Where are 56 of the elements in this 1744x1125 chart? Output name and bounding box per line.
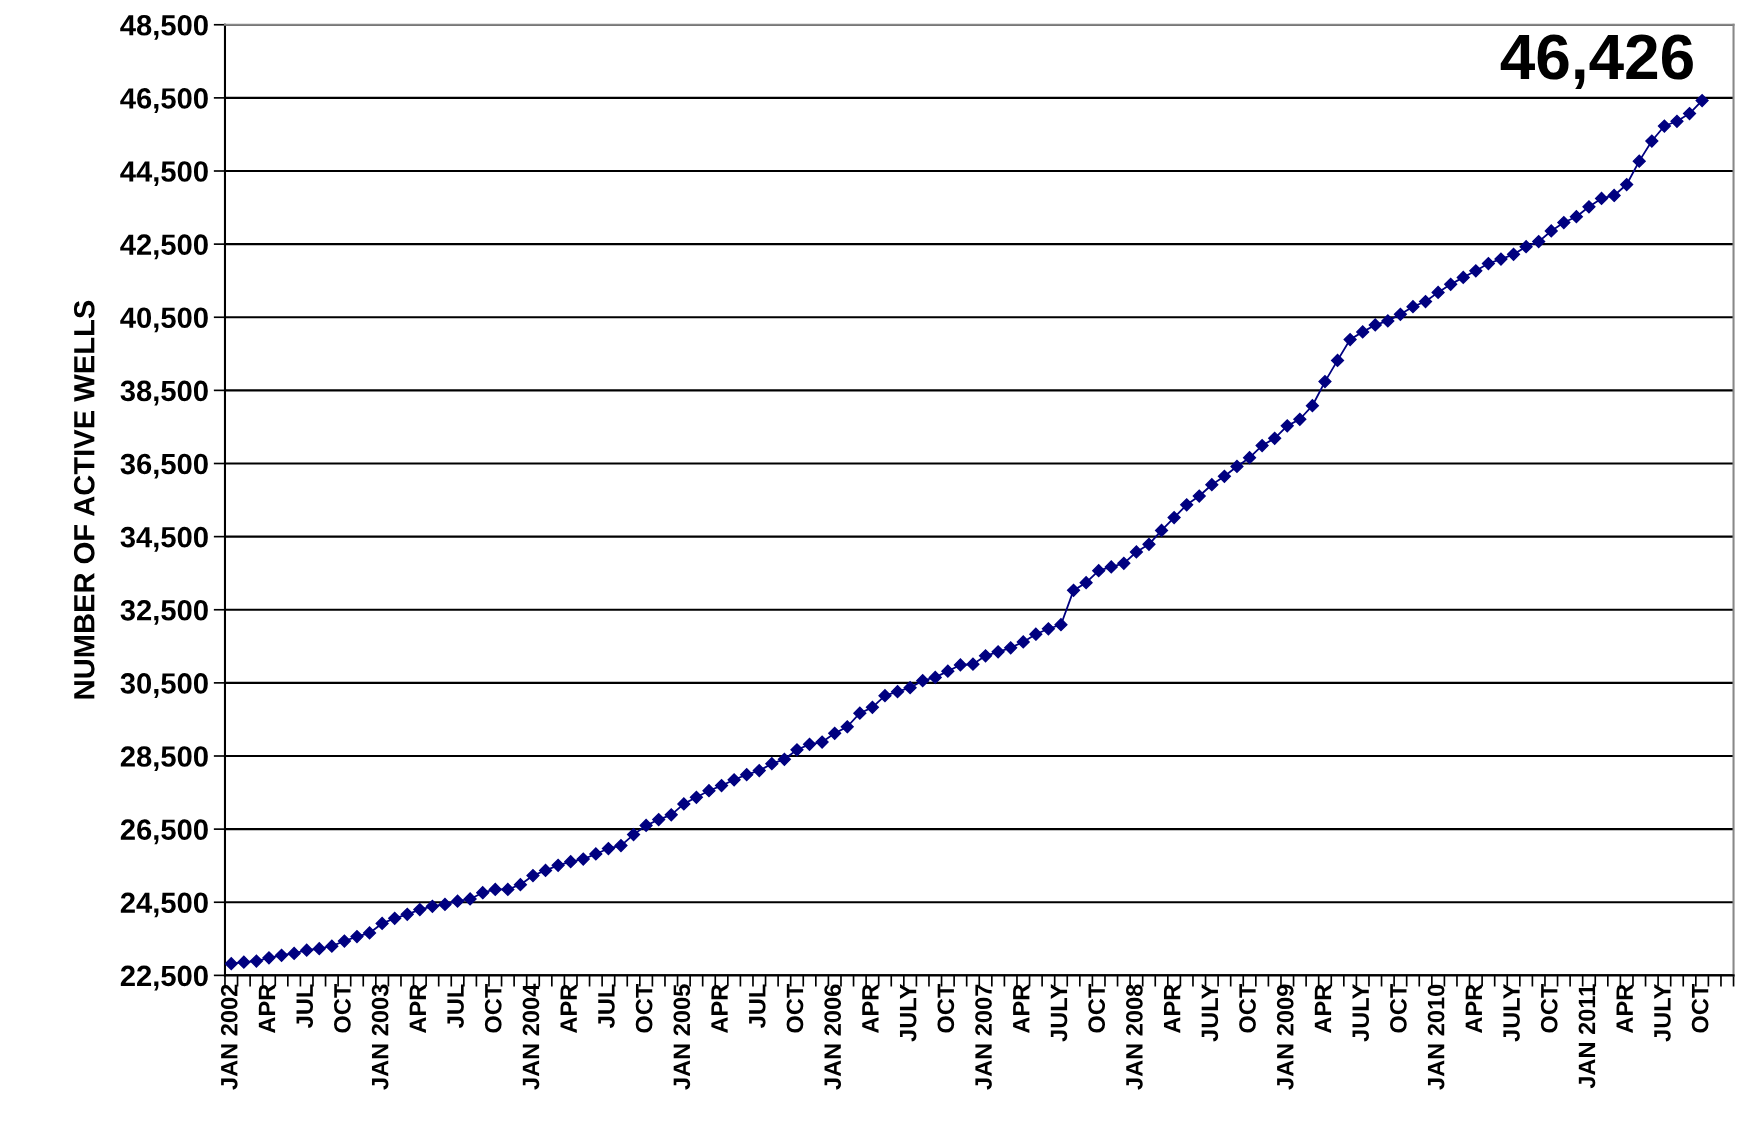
x-tick-label: JUL (598, 984, 615, 1028)
x-tick-label: OCT (1691, 983, 1709, 1033)
y-tick-label: 36,500 (120, 453, 208, 479)
y-tick-label: 32,500 (120, 599, 208, 625)
x-tick-label: APR (1163, 984, 1181, 1033)
y-tick-label: 26,500 (120, 819, 208, 845)
x-tick-label: OCT (786, 983, 804, 1033)
x-tick-label: OCT (1088, 983, 1106, 1033)
x-tick-label: JAN 2007 (975, 984, 992, 1090)
x-tick-label: APR (258, 984, 276, 1033)
x-tick-label: OCT (484, 983, 502, 1033)
x-tick-label: APR (1314, 984, 1332, 1033)
x-tick-label: APR (1616, 984, 1633, 1033)
x-tick-label: JULY (1050, 984, 1068, 1042)
x-tick-label: JAN 2002 (220, 984, 238, 1090)
data-label: 46,426 (1500, 34, 1693, 89)
x-tick-label: APR (1013, 984, 1030, 1033)
y-tick-label: 46,500 (120, 88, 208, 113)
y-tick-label: 22,500 (120, 965, 208, 991)
x-tick-label: JAN 2004 (522, 983, 540, 1090)
x-tick-label: APR (409, 984, 426, 1033)
x-tick-label: OCT (1239, 983, 1256, 1033)
x-tick-label: OCT (1540, 983, 1558, 1033)
x-tick-label: APR (1465, 984, 1482, 1033)
x-tick-label: OCT (334, 983, 351, 1033)
x-tick-label: OCT (635, 983, 653, 1033)
y-tick-label: 40,500 (120, 307, 208, 333)
x-tick-label: OCT (1390, 983, 1407, 1033)
x-tick-label: JULY (1352, 984, 1370, 1042)
x-tick-label: JUL (749, 984, 766, 1028)
y-tick-label: 48,500 (120, 14, 208, 40)
x-tick-label: OCT (937, 983, 955, 1033)
x-tick-label: APR (711, 984, 728, 1033)
y-tick-label: 30,500 (120, 673, 208, 698)
x-tick-label: JAN 2009 (1276, 984, 1294, 1090)
y-tick-label: 38,500 (120, 380, 208, 406)
x-tick-label: JAN 2003 (371, 984, 389, 1090)
x-tick-label: JULY (899, 984, 917, 1042)
x-tick-label: APR (862, 984, 879, 1033)
x-tick-label: JULY (1503, 984, 1520, 1042)
x-tick-label: JAN 2006 (824, 984, 842, 1090)
x-tick-label: JULY (1654, 984, 1671, 1042)
y-tick-label: 42,500 (120, 234, 208, 260)
x-tick-label: JAN 2005 (673, 984, 691, 1090)
y-tick-label: 44,500 (120, 161, 208, 187)
y-axis-title: NUMBER OF ACTIVE WELLS (73, 300, 95, 699)
x-tick-label: JAN 2011 (1578, 984, 1596, 1089)
x-tick-label: JUL (447, 984, 464, 1028)
y-tick-label: 34,500 (120, 526, 208, 552)
y-tick-label: 28,500 (120, 746, 208, 772)
x-tick-label: JUL (296, 984, 314, 1028)
y-tick-label: 24,500 (120, 892, 208, 918)
x-tick-label: JAN 2008 (1126, 984, 1143, 1090)
x-tick-label: JULY (1201, 984, 1219, 1042)
x-tick-label: JAN 2010 (1427, 984, 1445, 1090)
x-tick-label: APR (560, 984, 577, 1033)
